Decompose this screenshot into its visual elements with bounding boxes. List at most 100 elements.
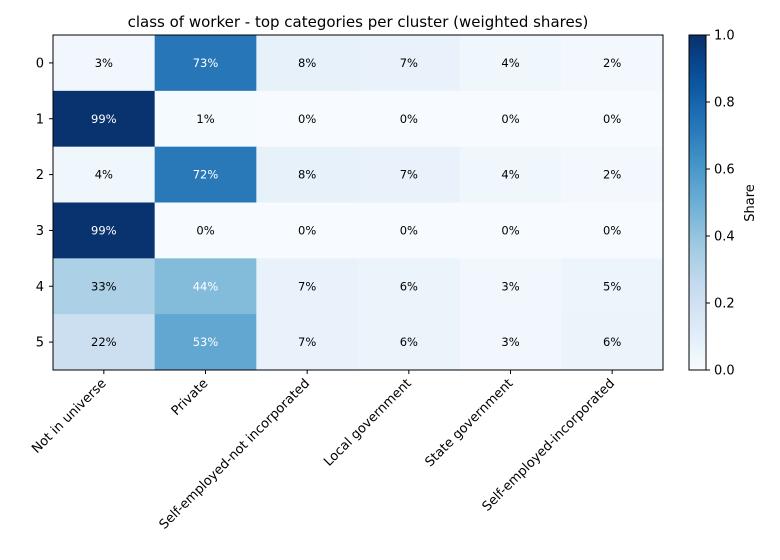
heatmap-cell [53,35,156,92]
heatmap-cell [154,202,257,259]
cell-label: 0% [400,112,418,126]
heatmap-cell [53,146,156,203]
cell-label: 99% [91,112,117,126]
y-tick-label: 2 [36,168,44,183]
cell-label: 3% [501,279,519,293]
x-axis: Not in universe PrivateSelf-employed-not … [29,370,618,533]
y-tick-label: 3 [36,224,44,239]
cell-label: 7% [400,56,418,70]
heatmap-cell [154,146,257,203]
cell-label: 1% [196,112,214,126]
cell-label: 72% [193,168,219,182]
cell-label: 7% [298,335,316,349]
x-tick-label: Not in universe [29,376,109,456]
x-tick-label: State government [422,376,516,470]
cell-label: 99% [91,223,117,237]
heatmap-cell [459,90,562,148]
cell-label: 5% [603,279,621,293]
cell-label: 3% [95,56,113,70]
cell-label: 73% [193,56,219,70]
heatmap-cell [459,35,562,92]
heatmap-cell [459,202,562,259]
heatmap-cell [154,90,257,148]
heatmap-cell [561,146,664,203]
cell-label: 3% [501,335,519,349]
heatmap-cell [53,202,156,259]
heatmap-cell [154,258,257,315]
heatmap-cell [561,202,664,259]
cell-label: 44% [193,279,219,293]
cell-label: 0% [196,223,214,237]
plot-frame [52,34,664,371]
cell-label: 8% [298,168,316,182]
cell-label: 22% [91,335,117,349]
heatmap-cell [154,314,257,371]
heatmap-cell [358,35,461,92]
cell-label: 7% [298,279,316,293]
chart-title: class of worker - top categories per clu… [128,13,589,31]
y-axis: 0 1 2 3 4 5 [36,56,53,351]
cell-label: 2% [603,168,621,182]
cell-label: 0% [501,112,519,126]
heatmap-cell [358,90,461,148]
y-tick-label: 0 [36,56,44,71]
colorbar-tick-label: 0.2 [714,297,735,312]
x-tick-label: Local government [321,376,414,469]
heatmap-cells [53,35,664,371]
colorbar-tick-label: 0.8 [714,96,735,111]
x-tick-label: Private [169,376,212,419]
heatmap-cell [53,314,156,371]
cell-label: 0% [603,223,621,237]
heatmap-cell [561,258,664,315]
y-tick-label: 4 [36,280,44,295]
cell-label: 0% [400,223,418,237]
heatmap-cell [256,202,359,259]
heatmap-cell [561,90,664,148]
heatmap-cell-labels: 3% 73% 8% 7% 4% 2% 99% 1% 0% 0% 0% 0% 4% 72% 8% 7% 4% 2% 9… [91,56,621,349]
heatmap-cell [459,258,562,315]
heatmap-cell [459,146,562,203]
cell-label: 6% [400,279,418,293]
heatmap-cell [358,258,461,315]
cell-label: 4% [95,168,113,182]
colorbar-tick-label: 0.6 [714,163,735,178]
heatmap-cell [561,35,664,92]
heatmap-cell [561,314,664,371]
heatmap-cell [459,314,562,371]
heatmap-cell [256,90,359,148]
heatmap-cell [53,258,156,315]
cell-label: 0% [603,112,621,126]
colorbar-label: Share [743,184,758,222]
colorbar-frame [688,34,707,371]
cell-label: 8% [298,56,316,70]
heatmap-cell [53,90,156,148]
heatmap-cell [256,314,359,371]
heatmap-cell [358,146,461,203]
cell-label: 2% [603,56,621,70]
colorbar-tick-label: 0.4 [714,230,735,245]
colorbar: 0.0 0.2 0.4 0.6 0.8 1.0 Share [688,29,758,379]
colorbar-tick-label: 0.0 [714,364,735,379]
heatmap-cell [256,146,359,203]
heatmap-cell [358,314,461,371]
colorbar-gradient [689,35,706,370]
cell-label: 7% [400,168,418,182]
cell-label: 0% [501,223,519,237]
cell-label: 53% [193,335,219,349]
cell-label: 4% [501,168,519,182]
cell-label: 0% [298,112,316,126]
cell-label: 6% [603,335,621,349]
heatmap-cell [256,258,359,315]
heatmap-cell [358,202,461,259]
y-tick-label: 5 [36,336,44,351]
colorbar-ticks: 0.0 0.2 0.4 0.6 0.8 1.0 [706,29,735,379]
cell-label: 0% [298,223,316,237]
y-tick-label: 1 [36,112,44,127]
cell-label: 4% [501,56,519,70]
heatmap-cell [154,35,257,92]
cell-label: 33% [91,279,117,293]
cell-label: 6% [400,335,418,349]
colorbar-tick-label: 1.0 [714,29,735,44]
heatmap-cell [256,35,359,92]
